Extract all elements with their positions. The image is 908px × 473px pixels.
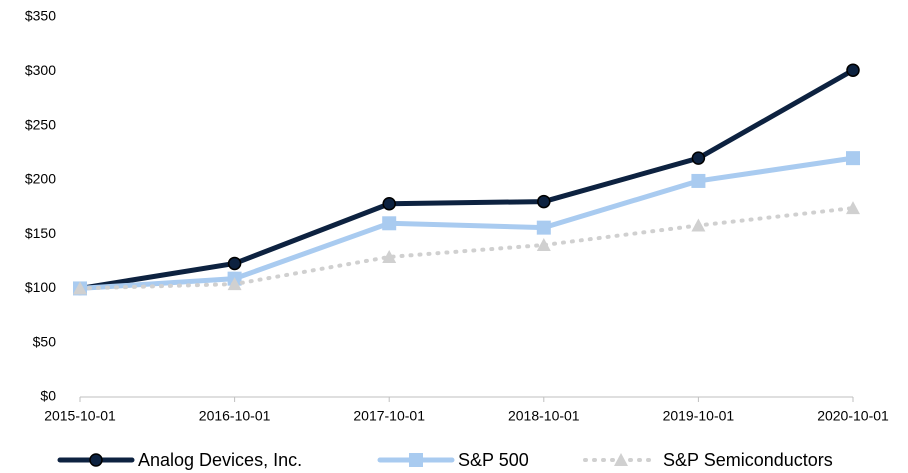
y-tick-label: $200 xyxy=(25,171,56,187)
data-point xyxy=(382,196,396,211)
data-point xyxy=(691,218,706,232)
data-point xyxy=(846,63,860,77)
data-point xyxy=(227,256,242,271)
y-tick-label: $300 xyxy=(25,62,56,78)
x-tick-label: 2019-10-01 xyxy=(663,408,735,424)
series-line xyxy=(77,67,856,291)
x-tick-label: 2015-10-01 xyxy=(44,408,116,424)
series-line xyxy=(77,155,856,291)
data-point xyxy=(382,216,397,231)
y-tick-label: $100 xyxy=(25,279,56,295)
data-point xyxy=(691,151,706,165)
data-point xyxy=(536,238,551,251)
x-tick-label: 2020-10-01 xyxy=(817,408,889,424)
legend-label: S&P 500 xyxy=(458,450,529,470)
data-point xyxy=(536,220,551,235)
data-point xyxy=(382,249,397,263)
data-point xyxy=(73,281,87,295)
y-tick-label: $250 xyxy=(25,116,56,132)
y-tick-label: $50 xyxy=(33,333,57,349)
legend-label: S&P Semiconductors xyxy=(663,450,833,470)
x-tick-label: 2016-10-01 xyxy=(199,408,271,424)
y-tick-label: $0 xyxy=(40,388,56,404)
legend-marker xyxy=(614,453,628,466)
legend-marker xyxy=(409,453,423,467)
y-tick-label: $150 xyxy=(25,225,56,241)
legend-label: Analog Devices, Inc. xyxy=(138,450,302,470)
data-point xyxy=(537,194,551,209)
x-tick-label: 2018-10-01 xyxy=(508,408,580,424)
data-point xyxy=(846,201,860,215)
data-point xyxy=(846,151,860,166)
x-tick-label: 2017-10-01 xyxy=(353,408,425,424)
legend-marker xyxy=(89,453,103,467)
series-line xyxy=(78,206,855,291)
data-point xyxy=(227,277,242,291)
data-point xyxy=(691,173,706,188)
y-tick-label: $350 xyxy=(25,8,56,24)
